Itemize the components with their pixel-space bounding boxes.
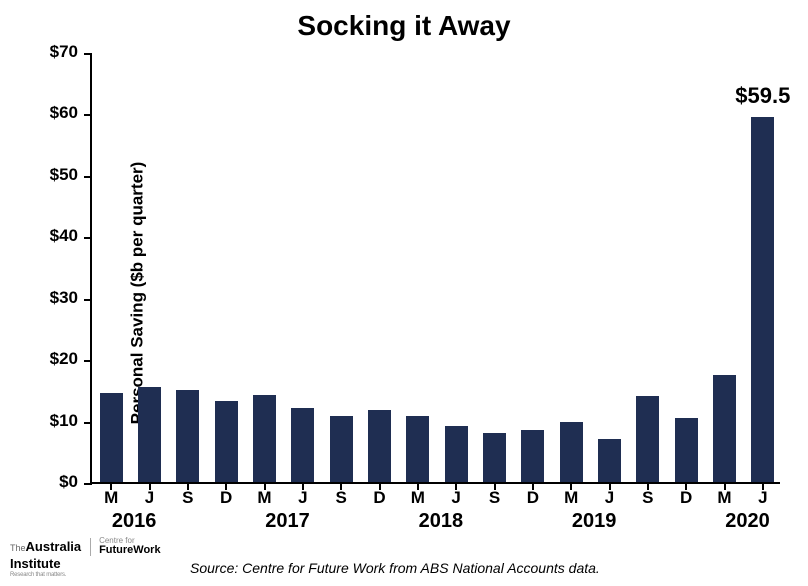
- logo-cfw-bold: FutureWork: [99, 544, 161, 556]
- x-tick-label: J: [298, 488, 307, 508]
- y-tick-mark: [84, 53, 92, 55]
- x-year-label: 2017: [265, 510, 310, 533]
- bars-layer: [92, 54, 780, 482]
- chart-title: Socking it Away: [0, 10, 808, 42]
- chart-container: Socking it Away Personal Saving ($b per …: [0, 0, 808, 586]
- y-tick-mark: [84, 237, 92, 239]
- y-tick-label: $70: [50, 42, 92, 62]
- x-tick-label: J: [451, 488, 460, 508]
- attribution-logo: TheAustralia Centre forFutureWork Instit…: [10, 537, 161, 578]
- bar: [636, 396, 659, 482]
- bar: [215, 401, 238, 482]
- bar: [406, 416, 429, 482]
- x-tick-label: S: [182, 488, 193, 508]
- bar: [751, 117, 774, 483]
- bar: [138, 387, 161, 482]
- x-tick-label: M: [411, 488, 425, 508]
- x-year-label: 2020: [725, 510, 770, 533]
- x-tick-label: S: [642, 488, 653, 508]
- data-annotation: $59.5: [735, 83, 790, 109]
- bar: [100, 393, 123, 482]
- bar: [713, 375, 736, 483]
- bar: [483, 433, 506, 482]
- x-tick-label: M: [564, 488, 578, 508]
- x-year-label: 2016: [112, 510, 157, 533]
- x-tick-label: M: [717, 488, 731, 508]
- y-tick-mark: [84, 299, 92, 301]
- y-tick-mark: [84, 176, 92, 178]
- x-tick-label: S: [489, 488, 500, 508]
- x-tick-label: D: [527, 488, 539, 508]
- logo-sub: Research that matters.: [10, 572, 161, 578]
- bar: [291, 408, 314, 482]
- x-tick-label: M: [104, 488, 118, 508]
- bar: [445, 426, 468, 482]
- y-tick-mark: [84, 360, 92, 362]
- bar: [521, 430, 544, 482]
- x-tick-label: M: [257, 488, 271, 508]
- bar: [675, 418, 698, 483]
- x-tick-label: J: [145, 488, 154, 508]
- y-tick-mark: [84, 422, 92, 424]
- source-text: Source: Centre for Future Work from ABS …: [190, 560, 600, 576]
- x-tick-label: D: [680, 488, 692, 508]
- x-tick-label: J: [605, 488, 614, 508]
- logo-separator: [90, 538, 91, 556]
- logo-main: Australia: [26, 539, 82, 554]
- x-tick-label: D: [373, 488, 385, 508]
- y-tick-mark: [84, 483, 92, 485]
- logo-pre: The: [10, 543, 26, 553]
- x-year-label: 2018: [419, 510, 464, 533]
- logo-institute: Institute: [10, 556, 61, 571]
- bar: [368, 410, 391, 482]
- bar: [330, 416, 353, 482]
- x-tick-label: D: [220, 488, 232, 508]
- bar: [598, 439, 621, 482]
- y-tick-label: $0: [59, 472, 92, 492]
- x-year-label: 2019: [572, 510, 617, 533]
- y-tick-mark: [84, 114, 92, 116]
- bar: [176, 390, 199, 482]
- bar: [560, 422, 583, 482]
- plot-area: $0$10$20$30$40$50$60$70MJSDMJSDMJSDMJSDM…: [90, 54, 780, 484]
- bar: [253, 395, 276, 482]
- x-tick-label: S: [335, 488, 346, 508]
- x-tick-label: J: [758, 488, 767, 508]
